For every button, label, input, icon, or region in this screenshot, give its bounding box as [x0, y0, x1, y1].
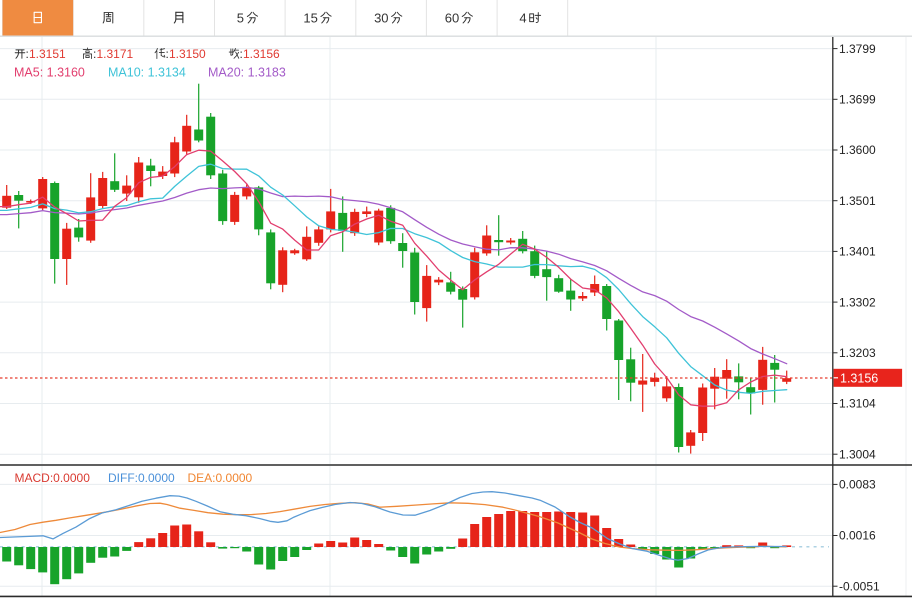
svg-text:MACD:0.0000: MACD:0.0000: [15, 471, 91, 485]
svg-text:1.3401: 1.3401: [839, 245, 876, 259]
svg-text:4: 4: [519, 11, 526, 26]
svg-text:MA20: 1.3183: MA20: 1.3183: [208, 66, 286, 80]
svg-text:0.0083: 0.0083: [839, 478, 876, 492]
svg-text:1.3203: 1.3203: [839, 346, 876, 360]
svg-text:1.3302: 1.3302: [839, 295, 876, 309]
svg-text:DIFF:0.0000: DIFF:0.0000: [108, 471, 175, 485]
svg-text:1.3004: 1.3004: [839, 447, 876, 461]
svg-text::: :: [166, 47, 169, 61]
svg-text:1.3104: 1.3104: [839, 397, 876, 411]
svg-text:1.3501: 1.3501: [839, 194, 876, 208]
svg-text:1.3799: 1.3799: [839, 42, 876, 56]
svg-text:-0.0051: -0.0051: [839, 579, 880, 593]
svg-text::: :: [26, 47, 29, 61]
svg-text:5: 5: [237, 11, 244, 26]
svg-text:60: 60: [445, 11, 459, 26]
svg-text::: :: [93, 47, 96, 61]
svg-text:DEA:0.0000: DEA:0.0000: [188, 471, 253, 485]
svg-text:1.3150: 1.3150: [169, 47, 206, 61]
svg-text:1.3600: 1.3600: [839, 143, 876, 157]
svg-text:0.0016: 0.0016: [839, 529, 876, 543]
svg-text:1.3151: 1.3151: [29, 47, 66, 61]
svg-text:1.3699: 1.3699: [839, 93, 876, 107]
svg-text:30: 30: [374, 11, 388, 26]
svg-text::: :: [240, 47, 243, 61]
svg-text:MA10: 1.3134: MA10: 1.3134: [108, 66, 186, 80]
svg-text:15: 15: [303, 11, 317, 26]
svg-text:1.3156: 1.3156: [840, 371, 878, 385]
svg-text:MA5: 1.3160: MA5: 1.3160: [14, 66, 85, 80]
svg-text:1.3171: 1.3171: [97, 47, 134, 61]
svg-text:1.3156: 1.3156: [243, 47, 280, 61]
